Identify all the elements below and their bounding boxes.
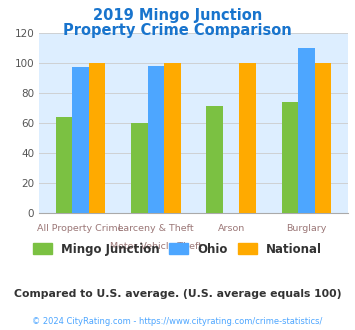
- Bar: [56, 117, 72, 213]
- Bar: [148, 66, 164, 213]
- Bar: [239, 63, 256, 213]
- Text: Motor Vehicle Theft: Motor Vehicle Theft: [110, 242, 202, 250]
- Text: All Property Crime: All Property Crime: [37, 224, 124, 233]
- Bar: [315, 63, 331, 213]
- Text: Larceny & Theft: Larceny & Theft: [118, 224, 193, 233]
- Bar: [72, 67, 89, 213]
- Bar: [282, 102, 298, 213]
- Bar: [164, 63, 181, 213]
- Text: Burglary: Burglary: [286, 224, 327, 233]
- Bar: [89, 63, 105, 213]
- Text: Property Crime Comparison: Property Crime Comparison: [63, 23, 292, 38]
- Bar: [298, 48, 315, 213]
- Text: Compared to U.S. average. (U.S. average equals 100): Compared to U.S. average. (U.S. average …: [14, 289, 341, 299]
- Bar: [131, 123, 148, 213]
- Text: Arson: Arson: [218, 224, 245, 233]
- Text: 2019 Mingo Junction: 2019 Mingo Junction: [93, 8, 262, 23]
- Legend: Mingo Junction, Ohio, National: Mingo Junction, Ohio, National: [31, 240, 324, 258]
- Text: © 2024 CityRating.com - https://www.cityrating.com/crime-statistics/: © 2024 CityRating.com - https://www.city…: [32, 317, 323, 326]
- Bar: [206, 107, 223, 213]
